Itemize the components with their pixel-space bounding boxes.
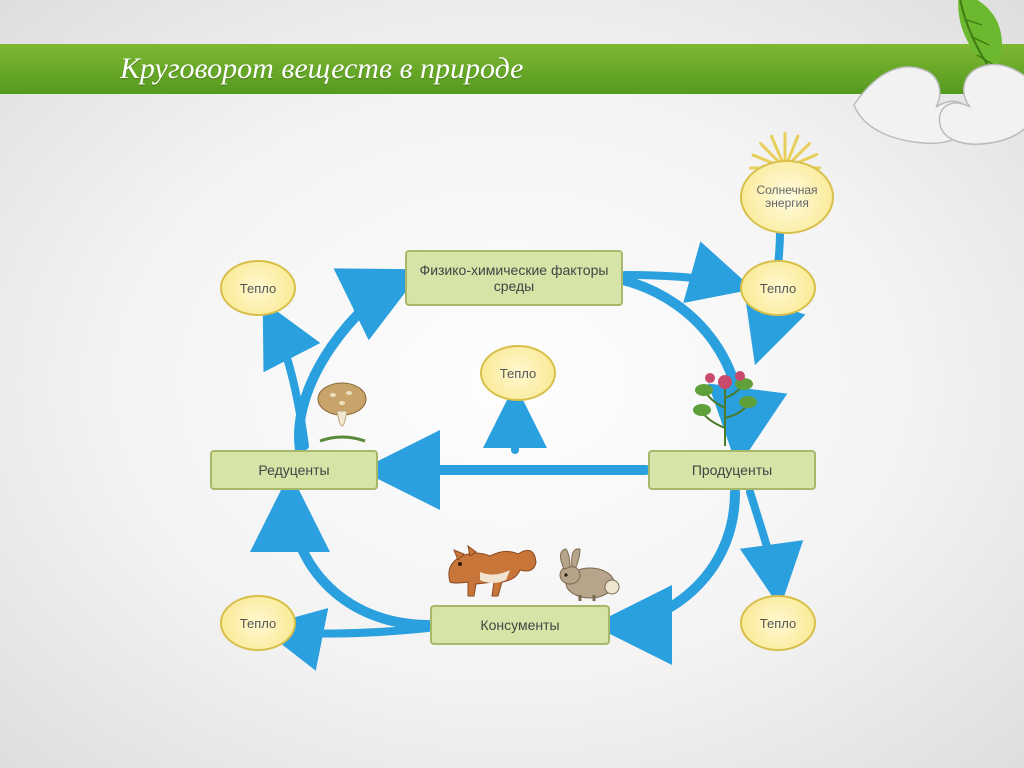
plant-icon bbox=[690, 368, 760, 453]
arrow-producers-heat-br bbox=[750, 492, 778, 592]
heat-node-tl: Тепло bbox=[220, 260, 296, 316]
box-reducers: Редуценты bbox=[210, 450, 378, 490]
heat-node-c: Тепло bbox=[480, 345, 556, 401]
arrow-factors-heat-tr bbox=[625, 275, 738, 285]
box-producers: Продуценты bbox=[648, 450, 816, 490]
sun-node: Солнечная энергия bbox=[740, 160, 830, 230]
arrow-consumers-heat-bl bbox=[275, 628, 428, 634]
arrow-consumers-reducers bbox=[290, 492, 428, 625]
arrow-reducers-heat-tl bbox=[270, 315, 305, 446]
diagram-canvas: Солнечная энергия Тепло Те bbox=[180, 150, 880, 710]
mushroom-icon bbox=[315, 375, 370, 450]
heat-node-tr: Тепло bbox=[740, 260, 816, 316]
rabbit-icon bbox=[550, 545, 625, 608]
sun-label: Солнечная энергия bbox=[740, 160, 834, 234]
hands-leaf-decoration bbox=[844, 0, 1024, 155]
heat-node-br: Тепло bbox=[740, 595, 816, 651]
box-factors: Физико-химические факторы среды bbox=[405, 250, 623, 306]
arrow-producers-consumers bbox=[612, 492, 735, 625]
fox-icon bbox=[440, 520, 540, 605]
heat-node-bl: Тепло bbox=[220, 595, 296, 651]
hands-icon bbox=[854, 64, 1024, 144]
box-consumers: Консументы bbox=[430, 605, 610, 645]
